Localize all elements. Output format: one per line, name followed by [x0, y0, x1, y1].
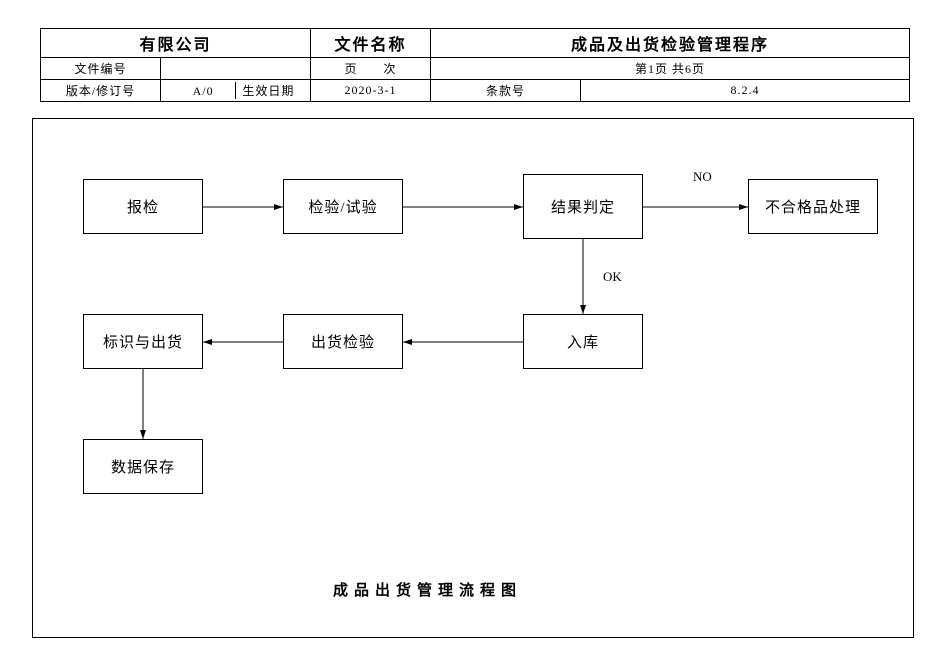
version-label: 版本/修订号	[41, 80, 161, 102]
effective-date-value: 2020-3-1	[311, 80, 431, 102]
page-label: 页 次	[311, 58, 431, 80]
node-jianYanShiYan: 检验/试验	[283, 179, 403, 234]
edge-label-no: NO	[693, 169, 712, 185]
file-no-label: 文件编号	[41, 58, 161, 80]
document-header: 有限公司 文件名称 成品及出货检验管理程序 文件编号 页 次 第1页 共6页 版…	[40, 28, 910, 102]
node-shuJuBaoCun: 数据保存	[83, 439, 203, 494]
flowchart-caption: 成品出货管理流程图	[333, 579, 522, 600]
effective-date-label: 生效日期	[235, 82, 301, 99]
header-table: 有限公司 文件名称 成品及出货检验管理程序 文件编号 页 次 第1页 共6页 版…	[40, 28, 910, 102]
node-ruKu: 入库	[523, 314, 643, 369]
file-name-value: 成品及出货检验管理程序	[431, 29, 910, 58]
clause-label: 条款号	[431, 80, 581, 102]
edge-label-ok: OK	[603, 269, 622, 285]
node-baoJian: 报检	[83, 179, 203, 234]
version-value: A/0	[170, 84, 236, 99]
flowchart-panel: 报检 检验/试验 结果判定 不合格品处理 入库 出货检验 标识与出货 数据保存 …	[32, 118, 914, 638]
node-buHeGePin: 不合格品处理	[748, 179, 878, 234]
file-no-value	[161, 58, 311, 80]
company-name: 有限公司	[41, 29, 311, 58]
node-biaoShiChuHuo: 标识与出货	[83, 314, 203, 369]
clause-value: 8.2.4	[581, 80, 910, 102]
node-chuHuoJianYan: 出货检验	[283, 314, 403, 369]
page-value: 第1页 共6页	[431, 58, 910, 80]
file-name-label: 文件名称	[311, 29, 431, 58]
node-jieGuoPanDing: 结果判定	[523, 174, 643, 239]
